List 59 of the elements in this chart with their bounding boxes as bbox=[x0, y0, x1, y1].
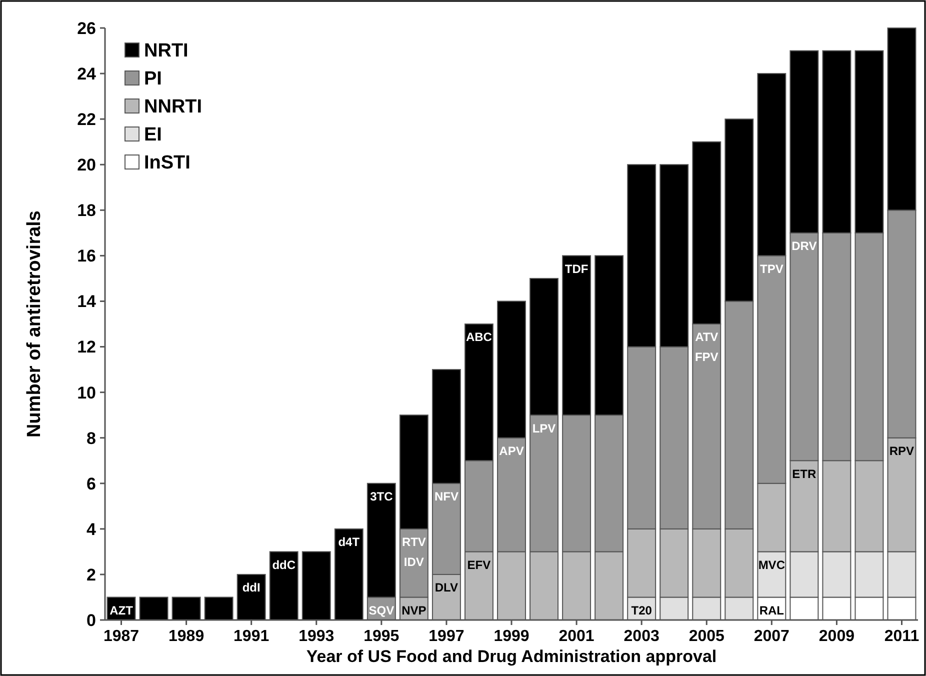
annotation: AZT bbox=[110, 603, 134, 618]
annotation: MVC bbox=[758, 558, 786, 572]
y-axis-title: Number of antiretrovirals bbox=[24, 210, 45, 438]
annotation: d4T bbox=[338, 535, 360, 550]
annotation: ATV bbox=[695, 330, 718, 344]
annotation: RTV bbox=[402, 535, 426, 550]
x-tick-label: 2005 bbox=[688, 628, 725, 645]
annotation: TPV bbox=[760, 262, 784, 276]
legend-label: PI bbox=[144, 68, 162, 90]
x-tick-label: 1991 bbox=[234, 628, 270, 645]
annotation: FPV bbox=[694, 350, 718, 364]
y-tick-label: 20 bbox=[77, 156, 96, 175]
x-tick-label: 1997 bbox=[428, 628, 464, 645]
annotation: IDV bbox=[404, 555, 424, 570]
y-tick-label: 16 bbox=[77, 246, 96, 266]
y-tick-label: 6 bbox=[86, 474, 96, 494]
y-tick-label: 12 bbox=[77, 338, 96, 357]
y-tick-label: 8 bbox=[86, 428, 96, 448]
annotation: EFV bbox=[467, 558, 491, 572]
y-tick-label: 22 bbox=[77, 110, 96, 130]
annotation: 3TC bbox=[370, 490, 394, 504]
legend-label: NNRTI bbox=[144, 96, 202, 118]
annotation: ABC bbox=[466, 330, 492, 344]
legend-label: InSTI bbox=[144, 152, 190, 174]
annotation: RAL bbox=[759, 603, 784, 618]
x-tick-label: 1989 bbox=[168, 628, 204, 645]
y-tick-label: 2 bbox=[86, 565, 96, 584]
x-tick-label: 2001 bbox=[558, 628, 594, 645]
annotation: NVP bbox=[402, 603, 426, 618]
y-tick-label: 10 bbox=[77, 383, 96, 402]
annotation: LPV bbox=[532, 421, 556, 436]
x-tick-label: 1995 bbox=[364, 628, 400, 645]
x-tick-label: 2007 bbox=[754, 628, 790, 645]
y-tick-label: 24 bbox=[77, 64, 97, 84]
annotation: TDF bbox=[564, 262, 588, 276]
x-tick-label: 1993 bbox=[298, 628, 334, 645]
annotation: ddI bbox=[242, 580, 260, 595]
y-tick-label: 26 bbox=[77, 18, 96, 38]
y-tick-label: 0 bbox=[86, 610, 96, 630]
x-axis-title: Year of US Food and Drug Administration approval bbox=[306, 647, 717, 666]
x-tick-label: 2009 bbox=[818, 628, 855, 645]
legend-label: EI bbox=[144, 124, 162, 146]
legend-label: NRTI bbox=[144, 40, 188, 62]
x-tick-label: 1987 bbox=[103, 628, 140, 645]
annotation: DRV bbox=[792, 239, 817, 254]
annotation: ETR bbox=[792, 466, 817, 481]
x-tick-label: 1999 bbox=[494, 628, 530, 645]
annotation: APV bbox=[499, 444, 524, 458]
annotation: RPV bbox=[889, 444, 914, 458]
y-tick-label: 18 bbox=[77, 201, 96, 220]
annotation: SQV bbox=[368, 603, 394, 618]
annotation: T20 bbox=[631, 603, 652, 618]
annotation: ddC bbox=[272, 558, 296, 572]
annotation: NFV bbox=[434, 490, 458, 504]
x-tick-label: 2011 bbox=[884, 628, 920, 645]
annotation: DLV bbox=[434, 580, 458, 595]
y-tick-label: 4 bbox=[86, 520, 97, 539]
y-tick-label: 14 bbox=[77, 292, 97, 312]
x-tick-label: 2003 bbox=[624, 628, 660, 645]
